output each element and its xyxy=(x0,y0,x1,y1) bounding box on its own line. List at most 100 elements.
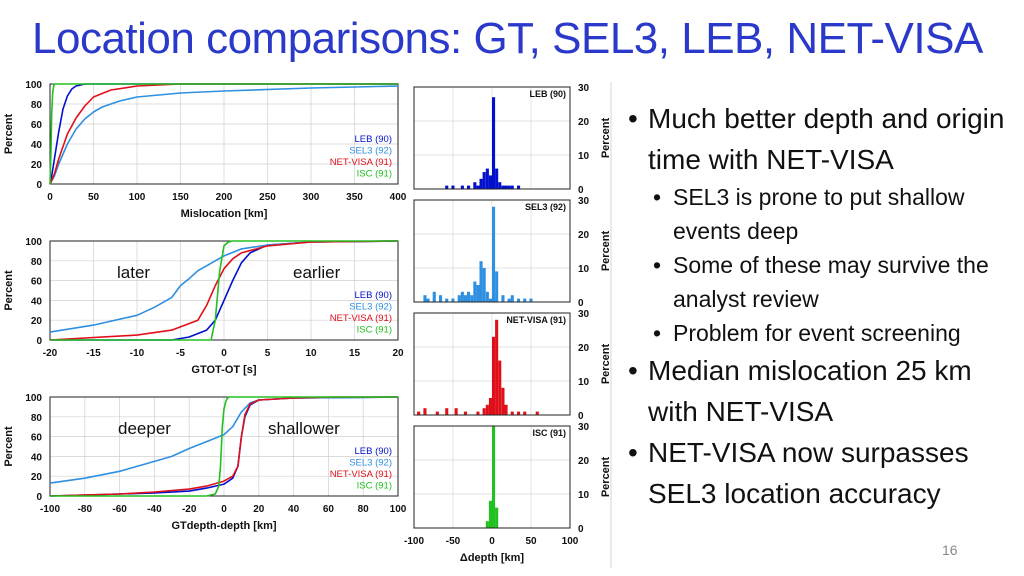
histogram-bar-net-visa xyxy=(492,336,496,415)
histogram-bar-leb xyxy=(510,185,514,189)
y-tick-label: 20 xyxy=(578,117,590,128)
legend-entry: LEB (90) xyxy=(355,290,393,301)
origin-time-cdf-chart: 0 20 40 60 80 100 -20 -15 -10 -5 0 5 10 15 20 GTOT-OT [… xyxy=(3,237,404,376)
y-tick-label: 20 xyxy=(31,160,43,171)
panel-frame xyxy=(413,199,571,303)
page-number: 16 xyxy=(942,542,958,558)
series-line-sel3 xyxy=(49,240,399,333)
y-axis-label: Percent xyxy=(600,343,612,384)
x-tick-label: -10 xyxy=(130,348,145,359)
histogram-bar-leb xyxy=(485,168,489,189)
series-line-isc xyxy=(49,83,398,185)
plot-frame xyxy=(49,240,399,341)
annotation-label: later xyxy=(117,263,150,282)
legend-entry: NET-VISA (91) xyxy=(330,313,392,324)
plot-frame xyxy=(49,396,399,497)
x-tick-label: 50 xyxy=(525,536,537,547)
legend-entry: ISC (91) xyxy=(357,169,392,180)
y-tick-label: 20 xyxy=(578,456,590,467)
x-tick-label: 20 xyxy=(253,504,265,515)
histogram-bar-leb xyxy=(476,185,480,189)
histogram-bar-net-visa xyxy=(501,387,505,415)
y-tick-label: 80 xyxy=(31,100,43,111)
histogram-bar-net-visa xyxy=(463,411,467,415)
y-tick-label: 0 xyxy=(36,492,42,503)
x-tick-label: -60 xyxy=(112,504,127,515)
x-tick-label: 50 xyxy=(88,192,100,203)
annotation-label: deeper xyxy=(118,419,171,438)
histogram-bar-net-visa xyxy=(495,319,499,415)
histogram-bar-sel3 xyxy=(476,285,480,302)
histogram-bar-net-visa xyxy=(454,408,458,415)
y-tick-label: 30 xyxy=(578,309,590,320)
panel-label: SEL3 (92) xyxy=(525,202,566,212)
y-tick-label: 0 xyxy=(36,180,42,191)
histogram-bar-sel3 xyxy=(467,291,471,302)
histogram-bar-net-visa xyxy=(423,408,427,415)
panel-label: ISC (91) xyxy=(532,428,566,438)
legend-entry: ISC (91) xyxy=(357,481,392,492)
x-tick-label: -15 xyxy=(86,348,101,359)
x-tick-label: -20 xyxy=(43,348,58,359)
x-tick-label: -80 xyxy=(78,504,93,515)
x-tick-label: 100 xyxy=(129,192,146,203)
histogram-bar-net-visa xyxy=(417,411,421,415)
y-tick-label: 10 xyxy=(578,151,590,162)
y-tick-label: 60 xyxy=(31,120,43,131)
x-tick-label: 80 xyxy=(358,504,370,515)
y-tick-label: 0 xyxy=(578,185,584,196)
x-axis-label: Δdepth [km] xyxy=(460,552,524,564)
histogram-bar-isc xyxy=(488,500,492,528)
series-line-net-visa xyxy=(49,396,398,497)
x-axis-label: GTdepth-depth [km] xyxy=(171,520,276,532)
histogram-bar-net-visa xyxy=(523,411,527,415)
histogram-bar-sel3 xyxy=(529,298,533,302)
y-tick-label: 20 xyxy=(31,316,43,327)
y-tick-label: 40 xyxy=(31,296,43,307)
histogram-bar-leb xyxy=(488,175,492,189)
y-tick-label: 60 xyxy=(31,277,43,288)
x-tick-label: 20 xyxy=(392,348,404,359)
x-tick-label: -20 xyxy=(182,504,197,515)
histogram-bar-isc xyxy=(485,521,489,528)
x-tick-label: -50 xyxy=(446,536,461,547)
histogram-bar-leb xyxy=(495,168,499,189)
y-tick-label: 80 xyxy=(31,413,43,424)
x-tick-label: -100 xyxy=(40,504,60,515)
y-axis-label: Percent xyxy=(600,117,612,158)
y-tick-label: 60 xyxy=(31,433,43,444)
sub-bullet-item: Problem for event screening xyxy=(626,316,1016,350)
page-title: Location comparisons: GT, SEL3, LEB, NET… xyxy=(32,14,983,63)
histogram-bar-leb xyxy=(482,172,486,189)
histogram-bar-sel3 xyxy=(457,295,461,302)
y-tick-label: 20 xyxy=(578,230,590,241)
y-tick-label: 40 xyxy=(31,140,43,151)
histogram-bar-sel3 xyxy=(460,291,464,302)
histogram-bar-leb xyxy=(498,182,502,189)
y-tick-label: 10 xyxy=(578,490,590,501)
x-tick-label: 150 xyxy=(172,192,189,203)
histogram-bar-leb xyxy=(492,97,496,189)
x-tick-label: 0 xyxy=(47,192,53,203)
histogram-bar-leb xyxy=(507,185,511,189)
y-axis-label: Percent xyxy=(3,270,15,311)
legend-entry: NET-VISA (91) xyxy=(330,469,392,480)
x-axis-label: GTOT-OT [s] xyxy=(191,364,257,376)
series-line-sel3 xyxy=(49,85,399,185)
histogram-bar-leb xyxy=(473,182,477,189)
x-tick-label: -100 xyxy=(404,536,424,547)
y-axis-label: Percent xyxy=(3,426,15,467)
panel-frame xyxy=(413,312,571,416)
y-tick-label: 20 xyxy=(578,343,590,354)
bullet-item: NET-VISA now surpasses SEL3 location acc… xyxy=(626,432,1016,514)
y-tick-label: 0 xyxy=(578,524,584,535)
histogram-bar-sel3 xyxy=(470,295,474,302)
x-tick-label: 350 xyxy=(346,192,363,203)
x-tick-label: -40 xyxy=(147,504,162,515)
histogram-bar-sel3 xyxy=(488,298,492,302)
legend-entry: SEL3 (92) xyxy=(349,146,392,157)
y-tick-label: 0 xyxy=(578,298,584,309)
y-tick-label: 100 xyxy=(25,393,42,404)
histogram-bar-isc xyxy=(495,507,499,528)
depth-histograms-chart: 0 10 20 30 LEB (90) Percent 0 10 20 30 SEL3 (92) Pe… xyxy=(404,83,612,564)
